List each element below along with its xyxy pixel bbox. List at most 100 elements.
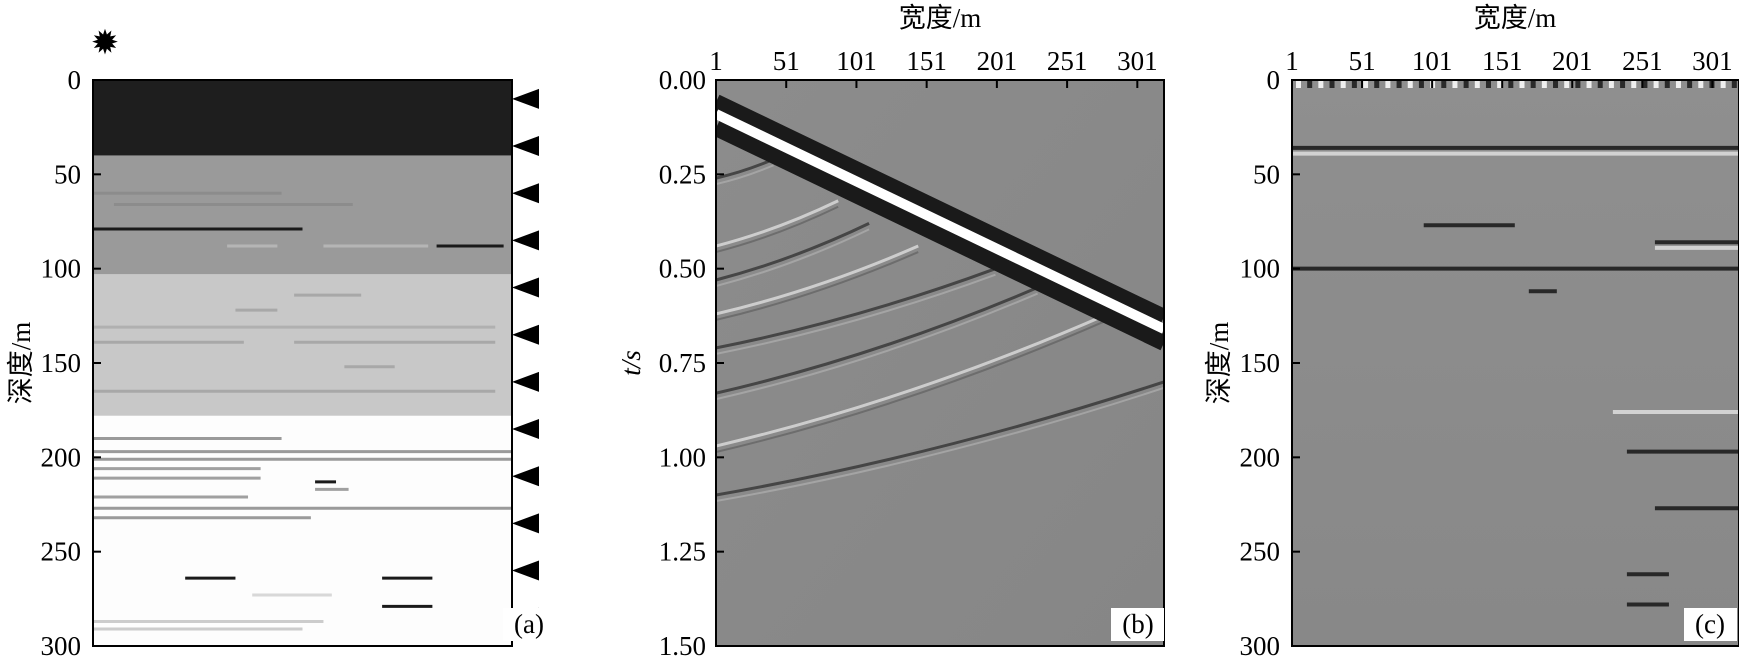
b-x-axis-label: 宽度/m (899, 3, 982, 33)
c-near-surface-artifact (1575, 80, 1581, 88)
c-x-tick-label: 201 (1552, 46, 1593, 76)
b-y-ticks: 0.00 0.25 0.50 0.75 1.00 1.25 1.50 (659, 65, 724, 661)
c-near-surface-artifact (1664, 80, 1670, 88)
c-near-surface-artifact (1586, 80, 1592, 88)
b-reflection-event (716, 267, 996, 350)
receiver-icon (512, 419, 539, 440)
a-receivers (512, 88, 539, 628)
a-y-axis-label: 深度/m (6, 322, 36, 405)
c-migration-image (1292, 80, 1739, 646)
c-near-surface-artifact (1675, 80, 1681, 88)
c-near-surface-artifact (1597, 80, 1603, 88)
b-reflection-event (716, 228, 870, 287)
c-y-tick-label: 300 (1240, 631, 1281, 661)
c-near-surface-artifact (1441, 80, 1447, 88)
b-background (716, 80, 1164, 646)
receiver-icon (512, 324, 539, 345)
c-near-surface-artifact (1485, 80, 1491, 88)
b-x-tick-label: 251 (1047, 46, 1088, 76)
b-reflection-event (716, 273, 996, 355)
c-x-tick-label: 51 (1349, 46, 1376, 76)
a-y-tick-label: 250 (41, 537, 82, 567)
c-near-surface-artifact (1452, 80, 1458, 88)
a-y-tick-label: 50 (54, 159, 81, 189)
c-near-surface-artifact (1474, 80, 1480, 88)
c-x-tick-label: 151 (1482, 46, 1523, 76)
receiver-icon (512, 277, 539, 298)
c-x-axis-label: 宽度/m (1474, 3, 1557, 33)
b-direct-wave (716, 94, 1164, 325)
c-near-surface-artifact (1463, 80, 1469, 88)
c-near-surface-artifact (1631, 80, 1637, 88)
c-y-tick-label: 250 (1240, 537, 1281, 567)
source-icon: ✹ (91, 25, 120, 62)
b-y-tick-label: 0.00 (659, 65, 706, 95)
a-layer (93, 415, 512, 646)
b-direct-wave (716, 120, 1164, 351)
receiver-icon (512, 136, 539, 157)
a-layer (93, 155, 512, 275)
c-near-surface-artifact (1396, 80, 1402, 88)
c-y-tick-label: 150 (1240, 348, 1281, 378)
b-y-tick-label: 1.00 (659, 442, 706, 472)
panel-b: 1 51 101 151 201 251 301 0.000.250.500.751.001… (616, 3, 1165, 661)
c-near-surface-artifact (1307, 80, 1313, 88)
c-x-tick-label: 1 (1285, 46, 1299, 76)
b-reflection-event (716, 286, 1039, 395)
c-x-tick-label: 101 (1412, 46, 1453, 76)
b-y-tick-label: 0.25 (659, 159, 706, 189)
c-x-tick-label: 301 (1692, 46, 1733, 76)
b-y-tick-label: 1.50 (659, 631, 706, 661)
c-near-surface-artifact (1329, 80, 1335, 88)
c-near-surface-artifact (1553, 80, 1559, 88)
c-y-axis-label: 深度/m (1204, 322, 1234, 405)
b-reflection-event (716, 319, 1109, 453)
a-velocity-model (93, 80, 512, 646)
c-near-surface-artifact (1653, 80, 1659, 88)
c-near-surface-artifact (1508, 80, 1514, 88)
a-y-ticks: 0 50 100 150 200 250 300 (41, 65, 101, 661)
a-panel-label-bg (503, 608, 556, 641)
c-near-surface-artifact (1519, 80, 1525, 88)
receiver-icon (512, 183, 539, 204)
b-direct-wave (716, 109, 1164, 334)
b-x-tick-label: 151 (906, 46, 947, 76)
c-near-surface-artifact (1374, 80, 1380, 88)
b-y-tick-label: 1.25 (659, 537, 706, 567)
receiver-icon (512, 513, 539, 534)
c-y-tick-label: 100 (1240, 254, 1281, 284)
a-y-tick-label: 0 (68, 65, 82, 95)
b-seismogram (716, 80, 1164, 646)
c-background (1292, 80, 1739, 646)
b-x-tick-label: 201 (977, 46, 1018, 76)
b-reflection-event (716, 205, 839, 253)
b-y-axis-label: t/s (616, 350, 646, 376)
receiver-icon (512, 466, 539, 487)
c-near-surface-artifact (1530, 80, 1536, 88)
b-x-tick-label: 301 (1117, 46, 1158, 76)
b-x-tick-label: 51 (773, 46, 800, 76)
b-panel-label: (b) (1122, 609, 1153, 639)
receiver-icon (512, 560, 539, 581)
c-near-surface-artifact (1363, 80, 1369, 88)
c-y-ticks: 0 50 100 150 200 250 300 (1240, 65, 1300, 661)
c-x-tick-label: 251 (1622, 46, 1663, 76)
c-near-surface-artifact (1687, 80, 1693, 88)
b-x-tick-label: 101 (836, 46, 877, 76)
receiver-icon (512, 88, 539, 109)
b-y-tick-label: 0.50 (659, 254, 706, 284)
b-y-tick-label: 0.75 (659, 348, 706, 378)
c-near-surface-artifact (1731, 80, 1737, 88)
c-x-ticks: 1 51 101 151 201 251 301 (1285, 46, 1733, 88)
c-near-surface-artifact (1541, 80, 1547, 88)
c-near-surface-artifact (1608, 80, 1614, 88)
c-y-tick-label: 50 (1253, 159, 1280, 189)
c-panel-label: (c) (1695, 609, 1725, 639)
b-x-tick-label: 1 (709, 46, 723, 76)
c-near-surface-artifact (1698, 80, 1704, 88)
c-near-surface-artifact (1642, 80, 1648, 88)
c-near-surface-artifact (1418, 80, 1424, 88)
a-y-tick-label: 150 (41, 348, 82, 378)
c-near-surface-artifact (1497, 80, 1503, 88)
